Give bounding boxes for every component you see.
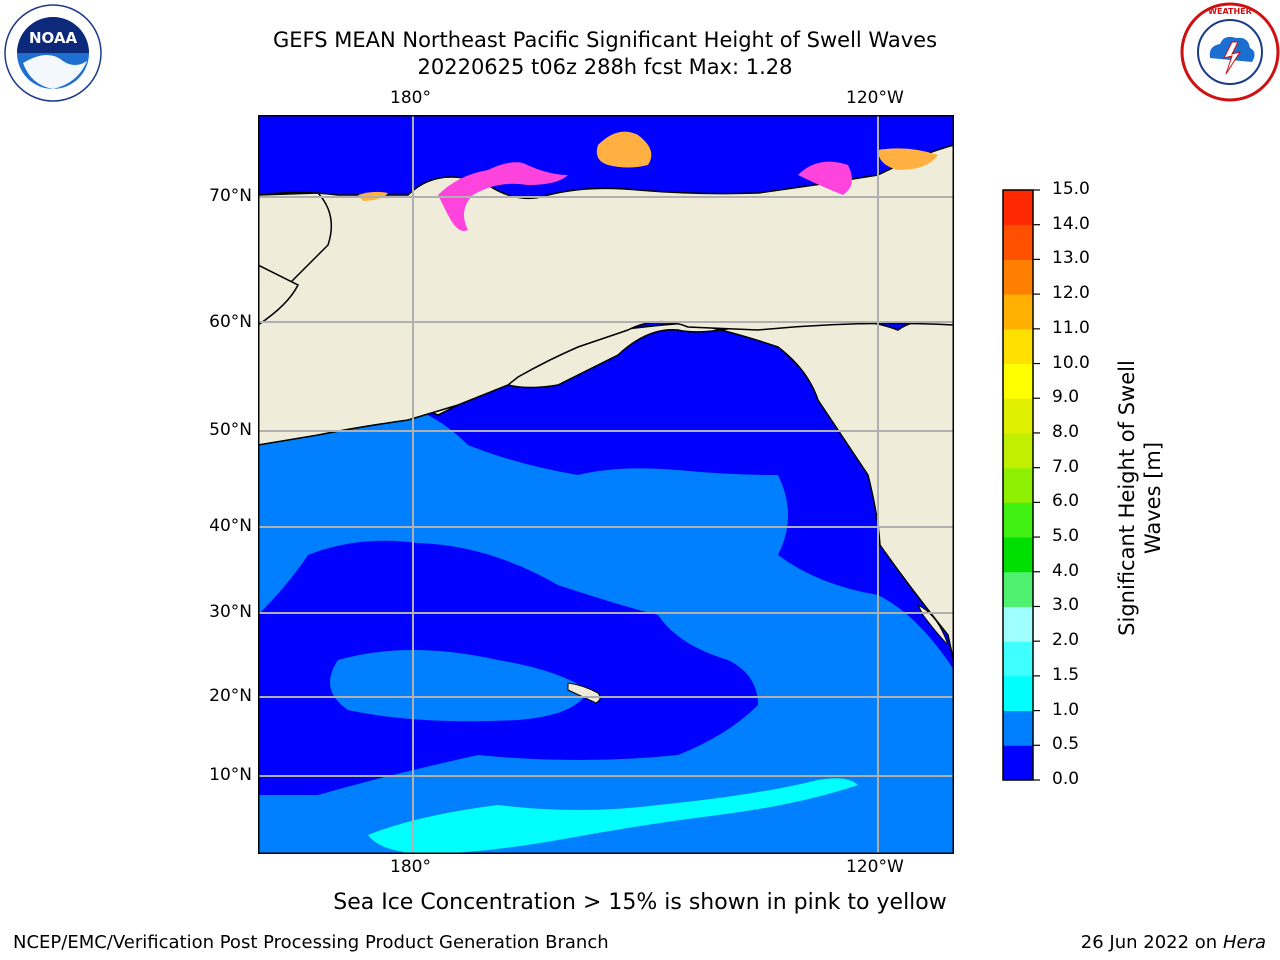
colorbar-segment <box>1003 328 1033 365</box>
chart-subtitle: 20220625 t06z 288h fcst Max: 1.28 <box>417 55 793 79</box>
colorbar-segment <box>1003 571 1033 607</box>
colorbar-label-line1: Significant Height of Swell <box>1115 360 1139 636</box>
colorbar-segment <box>1003 363 1033 399</box>
sea-ice-canada-yellow <box>878 148 938 170</box>
lat-label-10n: 10°N <box>209 765 252 785</box>
map-gridlines <box>258 115 954 854</box>
lon-label-bottom-120w: 120°W <box>846 857 904 877</box>
colorbar-tick-label: 14.0 <box>1052 213 1090 234</box>
colorbar-tick-label: 2.0 <box>1052 630 1080 651</box>
colorbar-tick-label: 8.0 <box>1052 421 1080 442</box>
footer-date-text: 26 Jun 2022 on <box>1080 932 1218 953</box>
footer-credit: NCEP/EMC/Verification Post Processing Pr… <box>13 932 609 953</box>
colorbar-segment <box>1003 398 1033 434</box>
lon-label-bottom-180: 180° <box>390 857 431 877</box>
colorbar-tick-label: 3.0 <box>1052 595 1080 616</box>
lon-label-top-180: 180° <box>390 88 431 108</box>
colorbar-tick-label: 6.0 <box>1052 491 1080 512</box>
colorbar-tick-label: 10.0 <box>1052 352 1090 373</box>
lat-label-40n: 40°N <box>209 516 252 536</box>
colorbar-tick-label: 4.0 <box>1052 560 1080 581</box>
colorbar-segment <box>1003 432 1033 469</box>
colorbar-segment <box>1003 606 1033 642</box>
swell-band-central-light <box>330 650 588 722</box>
colorbar-tick-label: 7.0 <box>1052 456 1080 477</box>
colorbar-tick-label: 1.5 <box>1052 664 1080 685</box>
colorbar-segment <box>1003 641 1033 677</box>
colorbar-segment <box>1003 502 1033 538</box>
colorbar-tick-label: 13.0 <box>1052 248 1090 269</box>
colorbar-tick-label: 1.0 <box>1052 699 1080 720</box>
svg-text:WEATHER: WEATHER <box>1208 7 1252 16</box>
colorbar-segment <box>1003 467 1033 503</box>
sea-ice-beaufort <box>798 161 852 195</box>
colorbar-tick-label: 12.0 <box>1052 283 1090 304</box>
land-chukotka <box>258 264 300 326</box>
lon-label-top-120w: 120°W <box>846 88 904 108</box>
map-panel <box>258 115 954 854</box>
colorbar-tick-label: 0.0 <box>1052 769 1080 789</box>
chart-title: GEFS MEAN Northeast Pacific Significant … <box>272 28 938 52</box>
colorbar-segment <box>1003 224 1033 260</box>
nws-logo-icon: WEATHER <box>1180 2 1280 102</box>
colorbar-tick-label: 11.0 <box>1052 317 1090 338</box>
colorbar-tick-label: 0.5 <box>1052 734 1080 755</box>
colorbar-segment <box>1003 190 1033 226</box>
colorbar-segment <box>1003 537 1033 573</box>
footer-date: 26 Jun 2022 on Hera <box>1081 932 1266 953</box>
colorbar-segment <box>1003 710 1033 746</box>
svg-text:NOAA: NOAA <box>29 29 78 47</box>
colorbar-label-line2: Waves [m] <box>1141 441 1165 555</box>
colorbar-segment <box>1003 259 1033 295</box>
lat-label-20n: 20°N <box>209 686 252 706</box>
lat-label-50n: 50°N <box>209 420 252 440</box>
lat-label-60n: 60°N <box>209 312 252 332</box>
colorbar-segment <box>1003 675 1033 712</box>
colorbar-tick-label: 9.0 <box>1052 387 1080 408</box>
noaa-logo-icon: NOAA <box>4 4 102 102</box>
colorbar-tick-label: 5.0 <box>1052 526 1080 547</box>
sea-ice-chukchi <box>438 162 568 231</box>
lat-label-70n: 70°N <box>209 186 252 206</box>
colorbar-label: Significant Height of Swell Waves [m] <box>1114 333 1166 663</box>
colorbar <box>1002 189 1040 781</box>
swell-band-tropics <box>368 778 858 854</box>
colorbar-segment <box>1003 745 1033 781</box>
lat-label-30n: 30°N <box>209 602 252 622</box>
sea-ice-arctic-yellow <box>596 131 652 168</box>
colorbar-segment <box>1003 294 1033 330</box>
colorbar-tick-label: 15.0 <box>1052 179 1090 199</box>
sea-ice-note: Sea Ice Concentration > 15% is shown in … <box>333 890 947 915</box>
land-alaska <box>258 144 954 446</box>
footer-host: Hera <box>1222 932 1266 953</box>
